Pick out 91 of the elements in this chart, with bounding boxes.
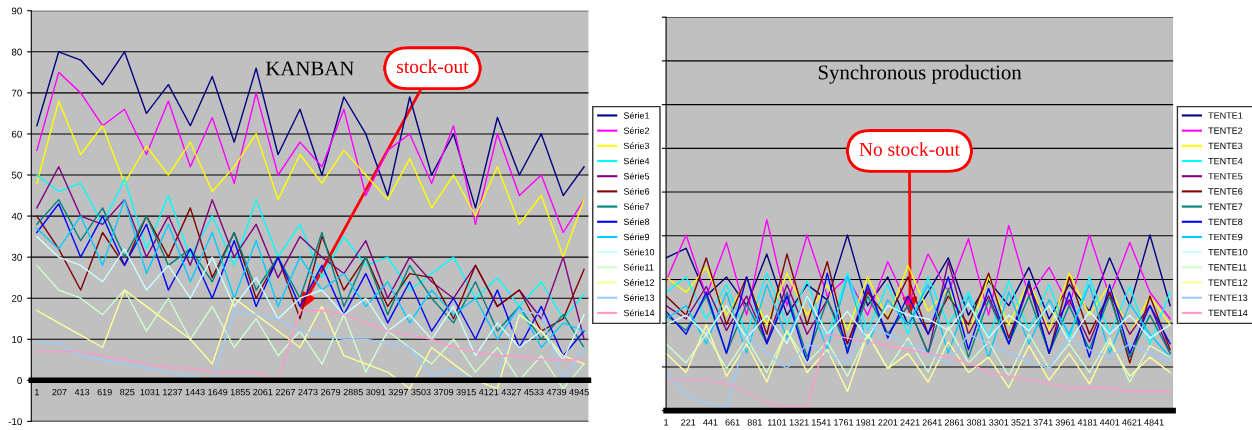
x-tick-label: 2885 [343,388,363,396]
x-tick-label: 1237 [163,388,183,396]
legend-label: Série14 [623,309,655,317]
annotation: stock-out [397,59,469,74]
y-tick-label: 80 [11,48,22,56]
x-tick-label: 2861 [944,419,965,426]
legend-label: TENTE9 [1208,233,1243,241]
x-tick-label: 4945 [569,388,589,396]
x-tick-label: 441 [703,419,718,426]
legend-label: TENTE5 [1208,173,1243,180]
legend-label: Série5 [623,172,650,180]
x-tick-label: 3709 [433,388,454,396]
x-tick-label: 4533 [524,388,544,396]
legend-label: Série12 [623,279,655,286]
x-tick-label: 1541 [811,419,831,426]
y-tick-label: 90 [11,7,22,15]
x-tick-label: 3741 [1033,419,1053,426]
y-tick-label: 60 [11,130,22,138]
x-tick-label: 207 [52,388,67,396]
x-tick-label: 413 [74,388,90,396]
x-tick-label: 4327 [501,388,521,396]
x-tick-label: 3297 [388,388,408,396]
legend-label: TENTE13 [1208,294,1248,301]
y-tick-label: 70 [11,89,22,97]
legend-label: Série9 [623,233,650,241]
y-tick-label: 40 [11,212,22,220]
x-tick-label: 3301 [989,419,1009,426]
x-tick-label: 1855 [230,388,250,396]
x-tick-label: 4841 [1144,419,1164,426]
legend-label: Série13 [623,294,655,301]
x-tick-label: 4121 [478,388,499,396]
text: KANBAN [265,61,354,76]
y-tick-label: 20 [11,294,22,302]
x-tick-label: 3915 [456,388,476,396]
legend-label: Série6 [623,187,650,195]
chart-title: Synchronous production [818,64,1022,84]
x-tick-label: 1981 [856,419,876,426]
x-tick-label: 2679 [321,388,341,396]
x-tick-label: 1101 [767,419,787,426]
legend-label: TENTE11 [1208,264,1247,271]
legend-label: Série1 [623,111,650,119]
y-tick-label: -10 [8,418,22,426]
legend-label: TENTE8 [1208,218,1243,226]
x-tick-label: 4621 [1122,419,1142,426]
legend-label: Série10 [623,248,655,256]
legend-label: Série3 [623,142,650,150]
x-tick-label: 2267 [275,388,295,396]
x-tick-label: 2473 [298,388,318,396]
x-tick-label: 661 [725,419,740,426]
legend-label: Série11 [623,263,654,271]
legend-label: TENTE14 [1208,309,1248,317]
x-tick-label: 2061 [253,388,273,396]
x-tick-label: 1761 [834,419,854,426]
legend-label: TENTE10 [1208,249,1248,256]
legend-label: TENTE2 [1208,127,1243,134]
x-tick-label: 221 [681,419,696,426]
x-tick-label: 619 [97,388,112,396]
legend-label: TENTE1 [1208,112,1243,119]
legend-label: TENTE7 [1208,203,1243,210]
x-tick-label: 1 [664,419,669,426]
legend-label: Série2 [623,127,650,134]
x-tick-label: 4401 [1099,419,1120,426]
legend-label: TENTE3 [1208,142,1243,150]
x-tick-label: 2421 [900,419,920,426]
legend-label: Série7 [623,203,650,210]
legend-label: TENTE12 [1208,279,1248,286]
x-tick-label: 1649 [208,388,228,396]
x-tick-label: 1 [35,389,39,396]
x-tick-label: 4181 [1077,419,1098,426]
x-tick-label: 3091 [366,388,386,396]
legend-label: TENTE6 [1208,188,1243,195]
x-tick-label: 4739 [546,388,567,396]
y-tick-label: 10 [12,336,22,343]
y-tick-label: 50 [11,171,22,179]
x-tick-label: 1321 [789,419,809,426]
x-tick-label: 1443 [185,388,205,396]
x-tick-label: 3521 [1011,419,1031,426]
x-tick-label: 1031 [140,388,160,396]
y-tick-label: 30 [11,253,22,261]
x-tick-label: 3503 [411,388,431,396]
legend-label: TENTE4 [1208,157,1243,165]
legend-label: Série4 [623,157,650,165]
x-tick-label: 881 [747,419,762,426]
x-tick-label: 2201 [878,419,898,426]
x-tick-label: 825 [120,388,135,396]
x-tick-label: 3961 [1055,419,1075,426]
y-tick-label: 0 [17,377,22,384]
legend-label: Série8 [623,218,650,226]
annotation: No stock-out [859,142,960,156]
x-tick-label: 3081 [966,419,987,426]
x-tick-label: 2641 [922,419,942,426]
